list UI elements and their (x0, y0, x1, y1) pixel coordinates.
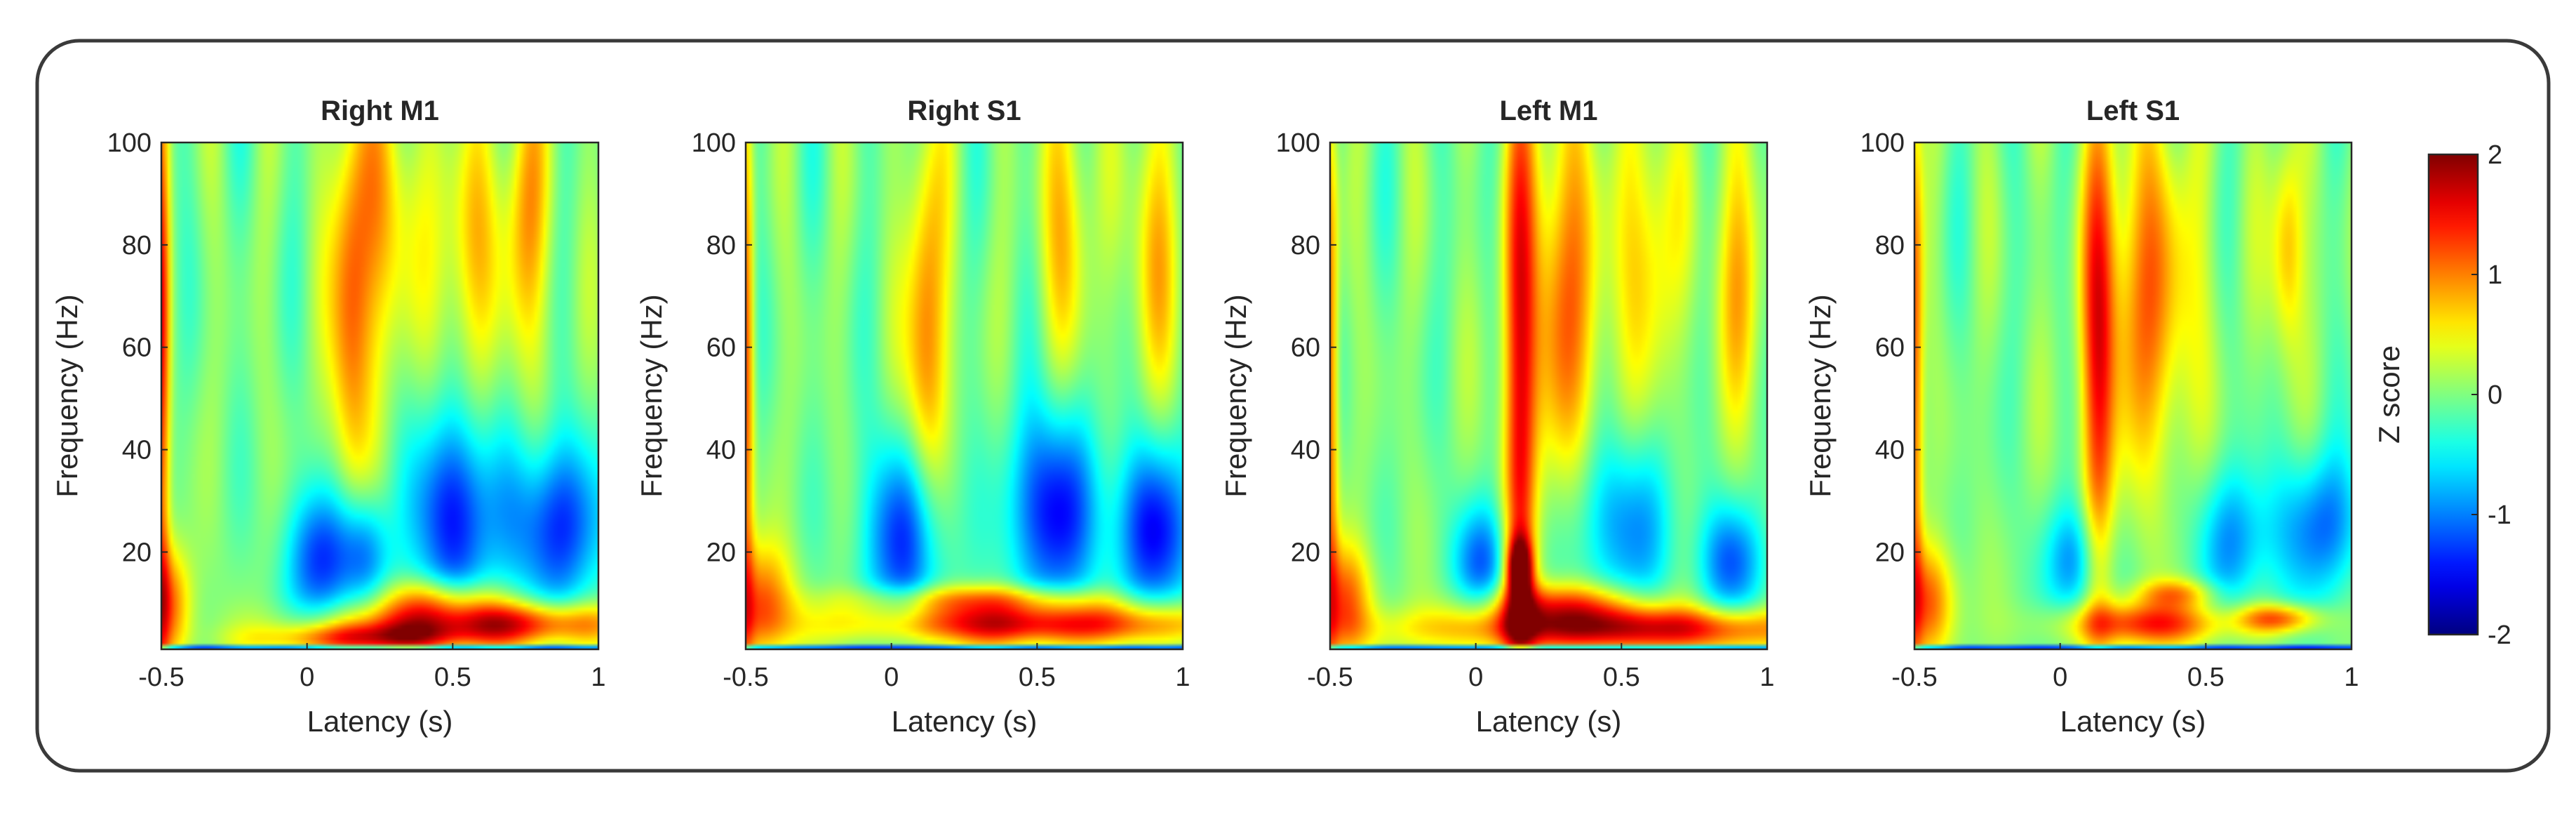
x-tick-label: -0.5 (1891, 663, 1937, 692)
y-tick-label: 100 (107, 128, 152, 158)
panel-left-m1: Left M1 -0.5 0 0.5 1 20 40 60 80 100 Latency (s) Fr… (1219, 95, 1775, 738)
x-tick-label: -0.5 (723, 663, 768, 692)
y-tick-label: 80 (1875, 231, 1905, 260)
y-axis-label: Frequency (Hz) (635, 294, 668, 497)
x-tick-label: 1 (2344, 663, 2359, 692)
colorbar-tick-label: 1 (2488, 260, 2502, 290)
panel-right-m1: Right M1 -0.5 0 0.5 1 20 40 60 80 100 Latency (s) F… (51, 95, 606, 738)
y-tick-label: 80 (122, 231, 152, 260)
y-tick-label: 60 (1291, 333, 1320, 363)
y-tick-label: 60 (122, 333, 152, 363)
x-tick-label: 0 (1468, 663, 1483, 692)
axes-box (744, 141, 1184, 651)
y-axis-label: Frequency (Hz) (1804, 294, 1837, 497)
x-axis-label: Latency (s) (1476, 705, 1622, 738)
y-tick-label: 20 (1291, 538, 1320, 567)
x-axis-label: Latency (s) (2060, 705, 2206, 738)
y-tick-label: 100 (692, 128, 736, 158)
axes-box (160, 141, 600, 651)
colorbar-tick-label: 2 (2488, 140, 2502, 170)
panel-title: Right M1 (321, 95, 439, 126)
x-axis-label: Latency (s) (892, 705, 1038, 738)
x-tick-label: 1 (1175, 663, 1190, 692)
y-axis-label: Frequency (Hz) (1219, 294, 1252, 497)
x-tick-label: 1 (591, 663, 605, 692)
panel-title: Left S1 (2086, 95, 2180, 126)
y-tick-label: 20 (122, 538, 152, 567)
colorbar-tick-label: -2 (2488, 621, 2511, 650)
x-tick-label: 1 (1759, 663, 1774, 692)
x-tick-label: 0.5 (1603, 663, 1640, 692)
y-tick-label: 20 (1875, 538, 1905, 567)
panel-title: Right S1 (907, 95, 1021, 126)
x-tick-label: 0 (300, 663, 314, 692)
y-tick-label: 40 (706, 436, 736, 465)
y-tick-label: 40 (1875, 436, 1905, 465)
heatmap-image (1914, 142, 2352, 649)
heatmap-image (161, 142, 598, 649)
x-tick-label: 0.5 (434, 663, 471, 692)
colorbar-tick-label: 0 (2488, 380, 2502, 410)
x-tick-label: 0.5 (2187, 663, 2225, 692)
y-tick-label: 100 (1276, 128, 1320, 158)
x-tick-label: -0.5 (138, 663, 184, 692)
y-tick-label: 20 (706, 538, 736, 567)
axes-box (1329, 141, 1769, 651)
heatmap-image (746, 142, 1183, 649)
heatmap-image (1330, 142, 1767, 649)
y-tick-label: 60 (1875, 333, 1905, 363)
panel-left-s1: Left S1 -0.5 0 0.5 1 20 40 60 80 100 Latency (s) Fr… (1804, 95, 2359, 738)
axes-box (1913, 141, 2353, 651)
y-tick-label: 40 (122, 436, 152, 465)
x-tick-label: -0.5 (1307, 663, 1353, 692)
x-axis-label: Latency (s) (307, 705, 453, 738)
y-tick-label: 40 (1291, 436, 1320, 465)
colorbar-label: Z score (2373, 345, 2406, 444)
colorbar-gradient (2427, 153, 2479, 636)
colorbar-tick-label: -1 (2488, 500, 2511, 530)
colorbar: -2 -1 0 1 2 Z score (2373, 140, 2511, 650)
panel-right-s1: Right S1 -0.5 0 0.5 1 20 40 60 80 100 Latency (s) F… (635, 95, 1190, 738)
y-tick-label: 80 (706, 231, 736, 260)
y-tick-label: 100 (1860, 128, 1905, 158)
y-tick-label: 60 (706, 333, 736, 363)
y-tick-label: 80 (1291, 231, 1320, 260)
x-tick-label: 0.5 (1019, 663, 1056, 692)
panel-title: Left M1 (1500, 95, 1598, 126)
x-tick-label: 0 (2053, 663, 2067, 692)
y-axis-label: Frequency (Hz) (51, 294, 83, 497)
x-tick-label: 0 (884, 663, 899, 692)
